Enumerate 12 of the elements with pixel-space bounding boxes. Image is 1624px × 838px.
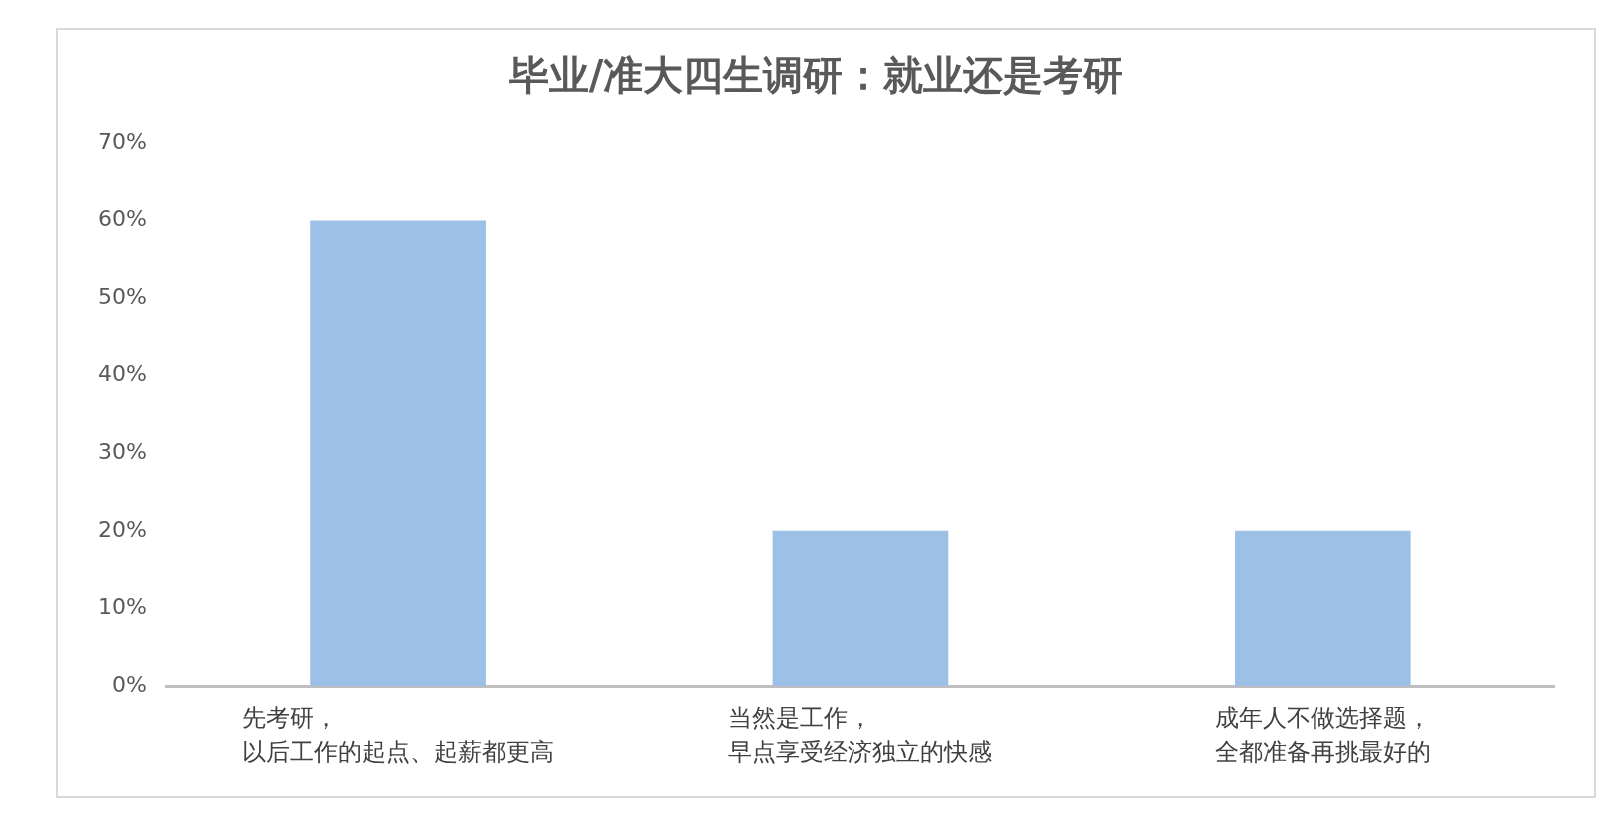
x-tick-label: 成年人不做选择题，全都准备再挑最好的 <box>1214 704 1431 767</box>
x-tick-label: 先考研，以后工作的起点、起薪都更高 <box>242 704 555 767</box>
y-tick-label: 20% <box>97 516 147 542</box>
y-tick-label: 0% <box>111 671 147 697</box>
y-tick-label: 30% <box>97 439 147 464</box>
y-tick-label: 40% <box>97 361 147 387</box>
y-tick-label: 50% <box>97 283 147 309</box>
x-tick-label: 当然是工作，早点享受经济独立的快感 <box>728 704 993 767</box>
y-tick-label: 60% <box>97 206 147 232</box>
y-tick-label: 70% <box>97 128 147 154</box>
y-tick-label: 10% <box>97 594 147 620</box>
chart-title: 毕业/准大四生调研：就业还是考研 <box>507 52 1124 99</box>
